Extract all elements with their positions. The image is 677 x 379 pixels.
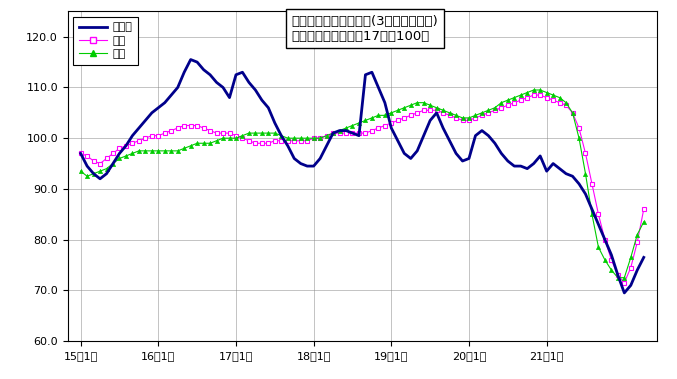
中国	[355, 131, 363, 135]
鳥取県	[245, 80, 253, 85]
鳥取県	[187, 57, 195, 62]
全国	[614, 276, 622, 280]
鳥取県	[620, 291, 628, 295]
中国	[640, 207, 648, 211]
中国	[89, 159, 97, 163]
全国	[517, 93, 525, 97]
Line: 鳥取県: 鳥取県	[81, 60, 644, 293]
全国	[355, 121, 363, 125]
全国	[232, 136, 240, 141]
鳥取県	[238, 70, 246, 75]
鳥取県	[413, 149, 421, 153]
Line: 全国: 全国	[79, 88, 646, 280]
Line: 中国: 中国	[79, 93, 645, 285]
全国	[77, 169, 85, 174]
鳥取県	[640, 255, 648, 260]
鳥取県	[362, 72, 370, 77]
全国	[407, 103, 415, 108]
中国	[77, 151, 85, 156]
中国	[620, 280, 628, 285]
鳥取県	[77, 151, 85, 156]
Text: 鉱工業生産指数の推移(3ヶ月移動平均)
（季節調整済、平成17年＝100）: 鉱工業生産指数の推移(3ヶ月移動平均) （季節調整済、平成17年＝100）	[292, 15, 438, 43]
中国	[238, 136, 246, 141]
全国	[640, 219, 648, 224]
中国	[529, 93, 538, 97]
Legend: 鳥取県, 中国, 全国: 鳥取県, 中国, 全国	[73, 17, 137, 65]
全国	[238, 133, 246, 138]
中国	[232, 133, 240, 138]
全国	[529, 88, 538, 92]
全国	[89, 171, 97, 176]
中国	[407, 113, 415, 117]
鳥取県	[89, 171, 97, 176]
鳥取県	[523, 166, 531, 171]
中国	[517, 98, 525, 102]
